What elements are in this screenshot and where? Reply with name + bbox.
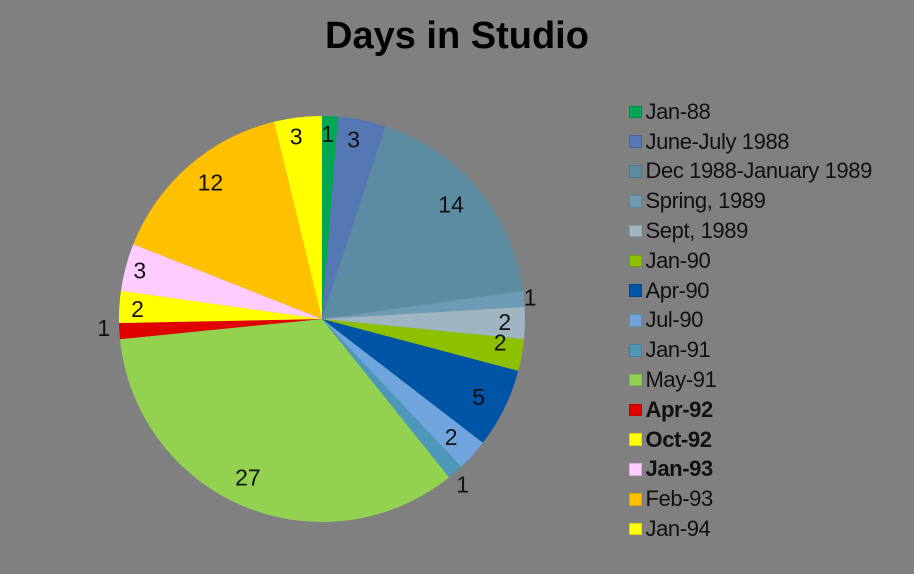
svg-text:2: 2 (494, 330, 507, 356)
svg-text:5: 5 (472, 384, 485, 410)
svg-text:2: 2 (445, 424, 458, 450)
svg-text:27: 27 (235, 464, 261, 490)
svg-text:12: 12 (198, 169, 224, 195)
svg-text:3: 3 (133, 257, 146, 283)
svg-text:1: 1 (456, 471, 469, 497)
svg-text:1: 1 (321, 121, 334, 147)
svg-text:3: 3 (290, 123, 303, 149)
svg-text:14: 14 (438, 192, 464, 218)
svg-text:2: 2 (131, 296, 144, 322)
svg-text:1: 1 (97, 315, 110, 341)
svg-text:3: 3 (347, 126, 360, 152)
svg-text:1: 1 (524, 284, 537, 310)
